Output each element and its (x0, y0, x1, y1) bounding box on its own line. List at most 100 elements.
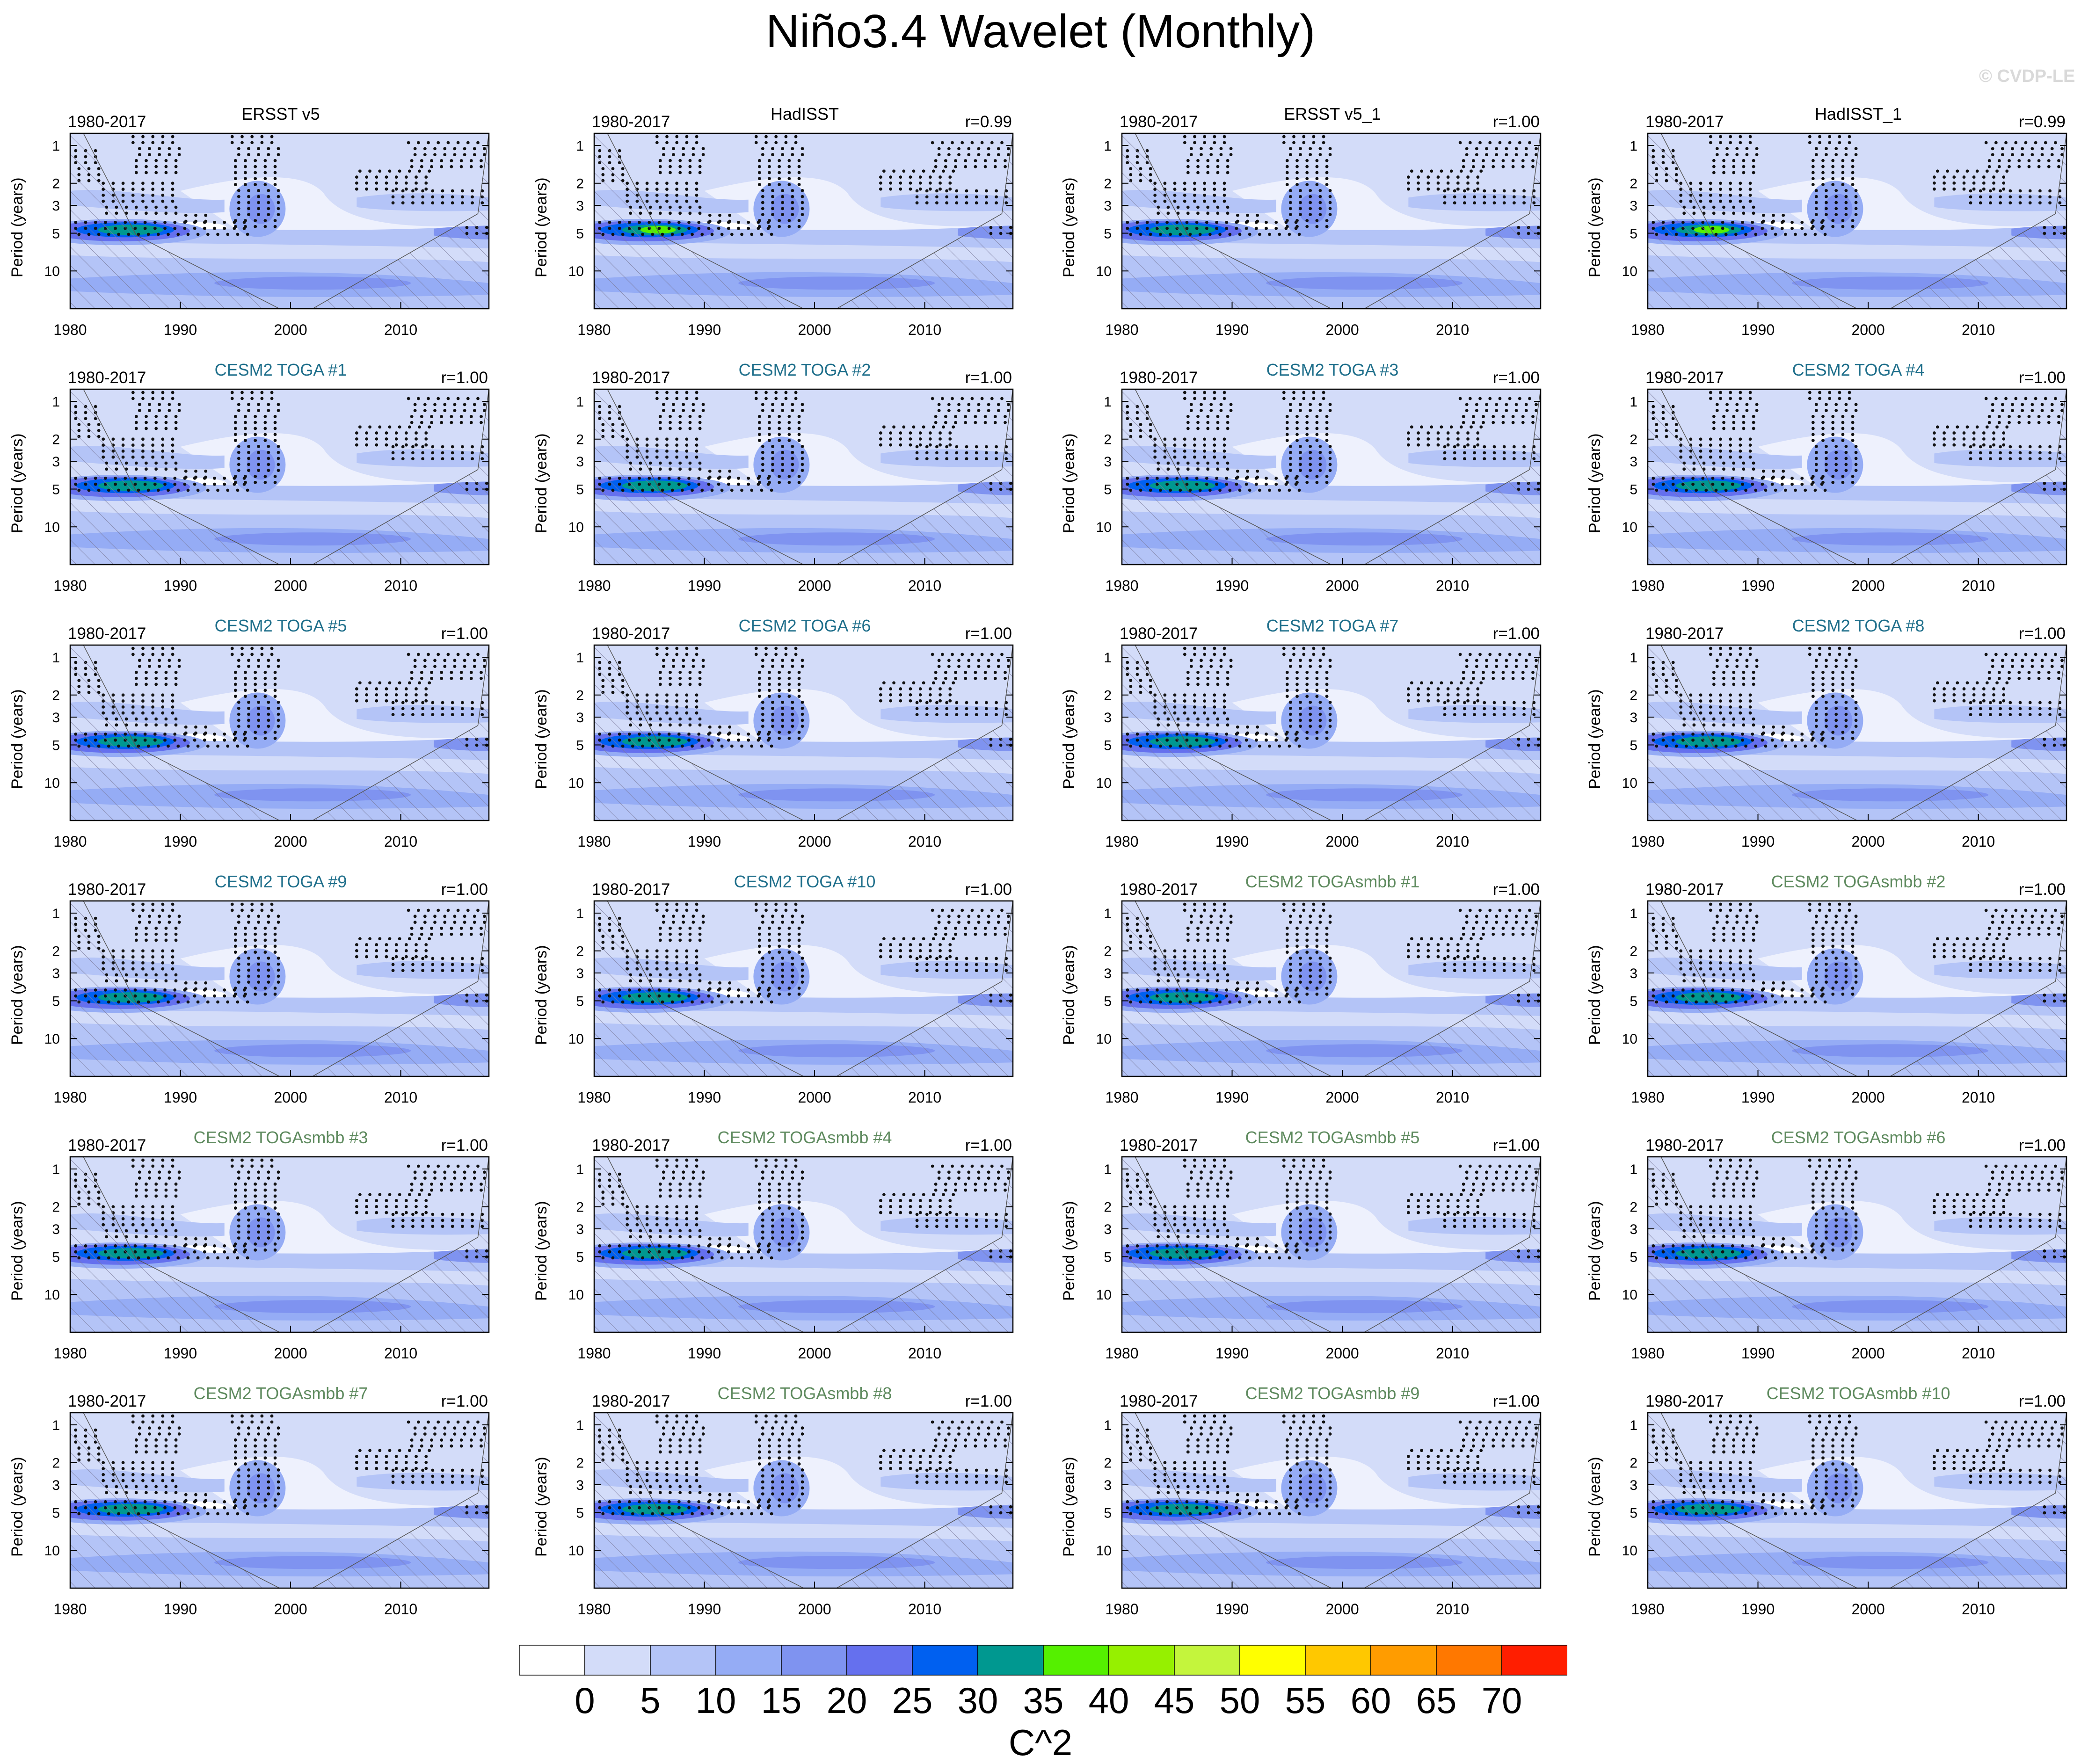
y-tick-label: 1 (576, 650, 584, 666)
y-tick-label: 3 (576, 966, 584, 981)
x-tick-label: 2010 (1962, 577, 1995, 594)
y-tick-label: 1 (52, 1162, 60, 1177)
colorbar-tick-label: 50 (1220, 1679, 1260, 1722)
x-tick-label: 1980 (1105, 833, 1138, 850)
x-tick-label: 2000 (798, 833, 831, 850)
y-tick-label: 3 (52, 1222, 60, 1237)
x-tick-label: 1990 (688, 321, 721, 338)
colorbar-swatch (1436, 1645, 1502, 1675)
y-tick-label: 2 (52, 176, 60, 192)
x-tick-label: 1990 (688, 1089, 721, 1106)
y-tick-label: 2 (1630, 1456, 1637, 1471)
y-tick-label: 1 (1630, 138, 1637, 154)
colorbar-swatch (1371, 1645, 1436, 1675)
y-tick-label: 1 (1630, 906, 1637, 922)
x-tick-label: 1980 (1105, 1089, 1138, 1106)
y-tick-label: 2 (52, 944, 60, 959)
y-tick-label: 1 (1104, 1418, 1112, 1433)
x-tick-label: 1990 (1215, 1601, 1249, 1618)
x-tick-label: 2000 (274, 833, 307, 850)
y-tick-label: 1 (576, 1162, 584, 1177)
x-tick-label: 2000 (1325, 1089, 1359, 1106)
power-blob-1997-core (771, 1218, 799, 1248)
pattern-correlation: r=1.00 (917, 1392, 1012, 1411)
y-tick-label: 3 (1630, 1222, 1637, 1237)
y-axis-label: Period (years) (1060, 945, 1078, 1045)
y-tick-label: 10 (1096, 520, 1112, 535)
y-tick-label: 3 (1104, 710, 1112, 726)
y-tick-label: 2 (52, 432, 60, 448)
y-axis-label: Period (years) (532, 1457, 551, 1557)
x-tick-label: 1980 (1631, 321, 1664, 338)
y-tick-label: 10 (1096, 264, 1112, 279)
y-axis-label: Period (years) (8, 945, 27, 1045)
y-tick-label: 10 (44, 264, 60, 279)
y-tick-label: 1 (1104, 650, 1112, 666)
y-tick-label: 3 (52, 454, 60, 470)
x-tick-label: 1990 (1741, 321, 1775, 338)
y-tick-label: 3 (1104, 1478, 1112, 1493)
y-tick-label: 10 (568, 1287, 584, 1303)
pattern-correlation: r=1.00 (1971, 624, 2066, 643)
x-tick-label: 2010 (384, 321, 417, 338)
y-tick-label: 5 (1104, 482, 1112, 497)
x-tick-label: 2000 (1851, 1345, 1885, 1362)
y-tick-label: 3 (1630, 1478, 1637, 1493)
y-tick-label: 2 (1104, 432, 1112, 448)
y-tick-label: 5 (52, 1505, 60, 1521)
x-tick-label: 2010 (908, 577, 941, 594)
pattern-correlation: r=1.00 (1445, 113, 1540, 131)
y-tick-label: 5 (1630, 994, 1637, 1009)
x-tick-label: 1990 (1215, 321, 1249, 338)
colorbar-swatch (912, 1645, 978, 1675)
x-tick-label: 2000 (1851, 833, 1885, 850)
colorbar-tick-label: 70 (1482, 1679, 1522, 1722)
x-tick-label: 1980 (577, 321, 611, 338)
x-tick-label: 2010 (384, 1089, 417, 1106)
power-blob-1997-core (1824, 962, 1852, 992)
y-tick-label: 3 (576, 1222, 584, 1237)
colorbar-tick-label: 35 (1023, 1679, 1064, 1722)
y-tick-label: 2 (1630, 432, 1637, 448)
x-tick-label: 1990 (164, 1089, 197, 1106)
y-tick-label: 2 (576, 1200, 584, 1215)
power-blob-1997-core (771, 962, 799, 992)
y-tick-label: 2 (576, 1456, 584, 1471)
y-tick-label: 3 (1104, 966, 1112, 981)
y-tick-label: 3 (576, 1478, 584, 1493)
x-tick-label: 2000 (274, 321, 307, 338)
colorbar-tick-label: 60 (1351, 1679, 1391, 1722)
y-tick-label: 10 (1096, 1543, 1112, 1559)
colorbar-tick-label: 55 (1285, 1679, 1326, 1722)
y-tick-label: 5 (1104, 1249, 1112, 1265)
x-tick-label: 1990 (1741, 1089, 1775, 1106)
colorbar-swatch (650, 1645, 716, 1675)
x-tick-label: 2010 (1962, 1345, 1995, 1362)
y-axis-label: Period (years) (1060, 177, 1078, 277)
pattern-correlation: r=1.00 (1445, 1392, 1540, 1411)
y-axis-label: Period (years) (8, 177, 27, 277)
pattern-correlation: r=1.00 (1971, 369, 2066, 387)
x-tick-label: 2010 (1436, 577, 1469, 594)
y-tick-label: 5 (576, 482, 584, 497)
y-tick-label: 5 (1630, 482, 1637, 497)
y-tick-label: 3 (576, 454, 584, 470)
x-tick-label: 2000 (274, 1089, 307, 1106)
y-tick-label: 3 (52, 1478, 60, 1493)
power-blob-1997-core (1824, 194, 1852, 224)
